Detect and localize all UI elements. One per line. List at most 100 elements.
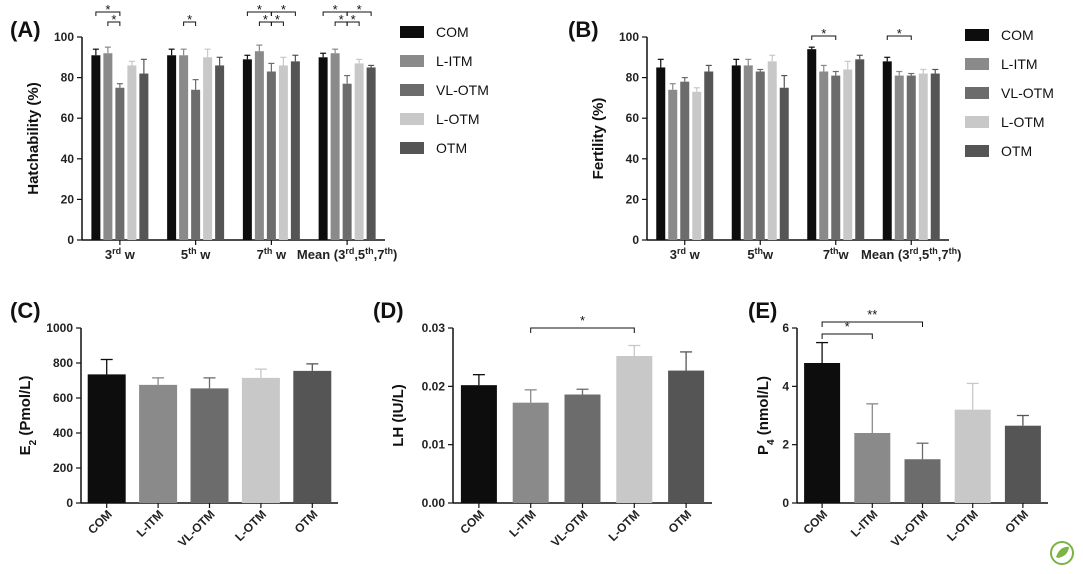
significance-bracket [886,35,912,40]
y-tick-label: 100 [54,30,74,44]
label-part: th [385,246,394,256]
significance-star: * [357,2,362,17]
significance-bracket [821,333,873,339]
x-category-label: VL-OTM [548,507,590,549]
label-part: rd [345,246,354,256]
legend-label-otm: OTM [436,140,467,156]
label-part: Mean (3 [297,247,345,262]
bar-otm [290,61,300,240]
y-tick-label: 100 [619,30,639,44]
legend-swatch-vl-otm [965,87,989,99]
legend-swatch-l-itm [400,55,424,67]
label-part: ,5 [354,247,365,262]
significance-bracket [811,35,837,40]
significance-bracket [270,21,284,26]
bar-l-otm [127,65,137,240]
bar-vl-otm [342,83,352,240]
y-tick-label: 0 [632,233,639,247]
label-part: th [949,246,958,256]
label-part: 5 [181,247,188,262]
bar-l-otm [767,61,777,240]
x-category-label: L-OTM [232,507,269,544]
bar-otm [139,73,149,240]
legend-label-vl-otm: VL-OTM [1001,85,1054,101]
bar-com [460,385,497,503]
y-tick-label: 60 [61,111,75,125]
y-axis-label: E2 (Pmol/L) [17,376,39,456]
bar-l-itm [139,384,178,503]
significance-star: * [897,26,902,41]
bar-com [242,59,252,240]
significance-star: * [333,2,338,17]
label-part: th [188,246,197,256]
legend-swatch-otm [965,145,989,157]
y-tick-label: 4 [782,379,789,393]
bar-com [167,55,177,240]
legend-swatch-vl-otm [400,84,424,96]
y-axis-label: LH (IU/L) [390,384,407,446]
y-axis-label: P4 (nmol/L) [755,376,777,455]
x-category-label: OTM [1002,507,1031,536]
y-tick-label: 600 [53,391,73,405]
significance-star: * [339,12,344,27]
x-category-label: OTM [665,507,694,536]
bar-otm [1004,425,1041,503]
label-part: 4 [766,439,777,445]
bar-l-otm [692,91,702,240]
bar-l-otm [954,409,991,503]
y-tick-label: 2 [782,438,789,452]
label-part: rd [112,246,121,256]
y-tick-label: 40 [61,152,75,166]
significance-bracket [183,21,197,26]
x-category-label: COM [85,507,115,537]
bar-com [882,61,892,240]
y-tick-label: 6 [782,321,789,335]
y-tick-label: 200 [53,461,73,475]
label-part: Mean (3 [861,247,909,262]
label-part: 7 [823,247,830,262]
label-part: E [17,445,34,455]
bar-com [318,57,328,240]
label-part: ,7 [374,247,385,262]
label-part: w [762,247,774,262]
panel-c-e2-chart: (C) E2 (Pmol/L) 0 200 400 600 800 1000 COM L-ITM V… [10,298,338,550]
label-part: w [838,247,850,262]
label-part: w [686,247,701,262]
significance-star: * [263,12,268,27]
bar-l-otm [354,63,364,240]
bar-l-itm [512,402,549,503]
bar-l-itm [668,89,678,240]
x-category-label: 7thw [823,246,850,262]
bar-l-itm [179,55,189,240]
label-part: 7 [257,247,264,262]
panel-d-lh-chart: (D) LH (IU/L) 0.00 0.01 0.02 0.03 COM L-ITM VL-O… [373,298,712,550]
x-category-label: 5thw [747,246,774,262]
bar-l-otm [278,65,288,240]
x-category-label: COM [801,507,831,537]
bar-l-itm [743,65,753,240]
y-tick-label: 20 [626,192,640,206]
y-axis-label: Fertility (%) [590,98,607,180]
x-category-label: 3rd w [105,246,136,262]
legend-label-otm: OTM [1001,143,1032,159]
x-category-label: L-ITM [506,507,539,540]
label-part: P [755,445,772,455]
legend-label-com: COM [436,24,469,40]
y-tick-label: 40 [626,152,640,166]
bar-vl-otm [115,87,125,240]
legend-label-l-itm: L-ITM [1001,56,1038,72]
bar-vl-otm [190,388,229,503]
legend-label-l-itm: L-ITM [436,53,473,69]
y-tick-label: 0.02 [422,379,446,393]
label-part: ,7 [938,247,949,262]
bar-l-itm [854,433,891,503]
significance-star: * [821,26,826,41]
y-tick-label: 0.01 [422,438,446,452]
bar-com [807,49,817,241]
bar-l-otm [918,73,928,240]
label-part: w [121,247,136,262]
legend-swatch-l-otm [400,113,424,125]
significance-star: * [281,2,286,17]
label-part: th [830,246,839,256]
significance-star: * [275,12,280,27]
